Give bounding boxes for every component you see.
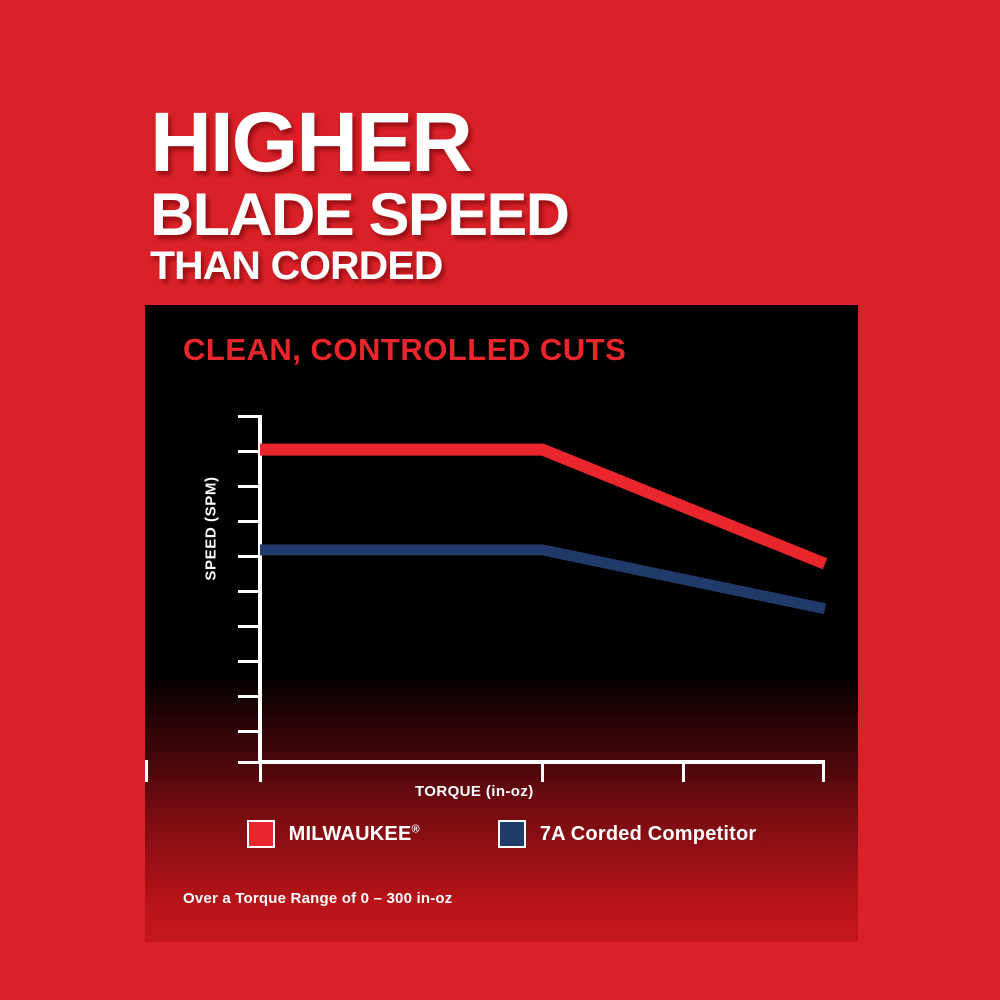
chart-legend: MILWAUKEE® 7A Corded Competitor <box>145 820 858 848</box>
legend-label-competitor: 7A Corded Competitor <box>539 822 757 845</box>
headline-line-3: THAN CORDED <box>150 244 443 289</box>
y-axis-tick <box>238 625 260 628</box>
series-line-milwaukee <box>260 443 828 570</box>
chart-footnote: Over a Torque Range of 0 – 300 in-oz <box>183 890 453 907</box>
headline-line-2: BLADE SPEED <box>150 181 570 249</box>
legend-item-milwaukee: MILWAUKEE® <box>246 820 420 848</box>
chart-panel: CLEAN, CONTROLLED CUTS SPEED (SPM) TOR <box>145 305 858 942</box>
x-axis-tick <box>145 760 148 782</box>
y-axis-tick <box>238 520 260 523</box>
legend-item-competitor: 7A Corded Competitor <box>497 820 757 848</box>
y-axis-tick <box>238 415 260 418</box>
legend-label-milwaukee: MILWAUKEE® <box>289 823 420 846</box>
x-axis-tick <box>541 760 544 782</box>
registered-mark-icon: ® <box>411 822 420 835</box>
x-axis-tick <box>259 760 262 782</box>
y-axis-tick <box>238 695 260 698</box>
legend-swatch-milwaukee <box>246 820 275 848</box>
legend-label-milwaukee-text: MILWAUKEE <box>288 822 412 845</box>
y-axis-tick <box>238 660 260 663</box>
y-axis-label: SPEED (SPM) <box>202 476 220 581</box>
headline-block: HIGHER BLADE SPEED THAN CORDED <box>150 100 890 286</box>
headline-line-1: HIGHER <box>150 95 473 189</box>
y-axis-tick <box>238 730 260 733</box>
y-axis-tick <box>238 590 260 593</box>
x-axis-label: TORQUE (in-oz) <box>415 783 534 800</box>
y-axis-line <box>258 415 262 763</box>
series-line-competitor <box>260 544 827 615</box>
chart-title: CLEAN, CONTROLLED CUTS <box>183 332 627 367</box>
x-axis-tick <box>822 760 825 782</box>
y-axis-tick <box>238 485 260 488</box>
x-axis-tick <box>682 760 685 782</box>
legend-swatch-competitor <box>497 820 526 848</box>
y-axis-tick <box>238 761 260 764</box>
y-axis-tick <box>238 450 260 453</box>
y-axis-tick <box>238 555 260 558</box>
